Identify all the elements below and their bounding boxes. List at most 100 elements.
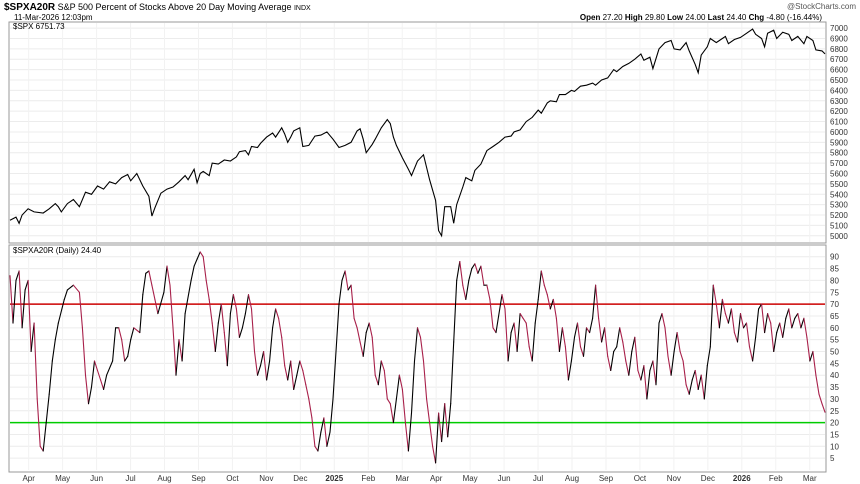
oscillator-segment (435, 412, 440, 464)
oscillator-tick-label: 45 (830, 359, 839, 368)
oscillator-segment (610, 350, 615, 372)
oscillator-segment (93, 360, 99, 372)
oscillator-segment (444, 403, 449, 438)
oscillator-tick-label: 90 (830, 253, 839, 262)
oscillator-segment (380, 360, 385, 372)
oscillator-segment (341, 270, 346, 281)
oscillator-segment (404, 422, 409, 452)
low-value: 24.00 (685, 13, 706, 22)
oscillator-segment (166, 265, 171, 286)
oscillator-segment (344, 270, 349, 291)
oscillator-segment (598, 317, 603, 343)
oscillator-segment (169, 284, 174, 329)
price-tick-label: 5300 (830, 201, 848, 210)
chg-value: -4.80 (-16.44%) (766, 13, 822, 22)
oscillator-segment (193, 258, 198, 267)
oscillator-segment (812, 350, 817, 376)
oscillator-segment (202, 256, 207, 281)
oscillator-segment (646, 369, 651, 400)
oscillator-tick-label: 40 (830, 371, 839, 380)
oscillator-segment (564, 346, 569, 381)
price-grid (10, 23, 825, 242)
x-tick-label: Oct (226, 474, 239, 483)
oscillator-segment (284, 365, 289, 381)
price-tick-label: 6900 (830, 34, 848, 43)
oscillator-segment (513, 322, 518, 353)
oscillator-segment (54, 322, 59, 341)
oscillator-segment (474, 263, 479, 274)
oscillator-segment (604, 327, 609, 357)
x-tick-label: Jun (90, 474, 103, 483)
oscillator-segment (51, 339, 56, 362)
oscillator-segment (718, 298, 723, 329)
oscillator-segment (181, 313, 186, 362)
price-tick-label: 5500 (830, 180, 848, 189)
x-tick-label: Nov (667, 474, 681, 483)
oscillator-segment (613, 346, 618, 353)
oscillator-tick-label: 75 (830, 288, 839, 297)
oscillator-tick-label: 15 (830, 430, 839, 439)
high-label: High (624, 13, 643, 22)
oscillator-segment (103, 374, 108, 390)
open-label: Open (579, 13, 601, 22)
oscillator-segment (275, 308, 280, 319)
oscillator-segment (709, 284, 714, 348)
oscillator-segment (96, 369, 102, 381)
oscillator-segment (142, 272, 147, 296)
oscillator-segment (516, 313, 521, 353)
oscillator-segment (477, 265, 482, 274)
oscillator-segment (688, 379, 693, 395)
x-tick-label: Mar (803, 474, 817, 483)
x-tick-label: 2026 (733, 474, 751, 483)
oscillator-segment (106, 360, 114, 376)
watermark: @StockCharts.com (786, 2, 856, 11)
price-tick-label: 6200 (830, 107, 848, 116)
oscillator-segment (561, 327, 566, 348)
oscillator-series (9, 251, 826, 464)
oscillator-segment (498, 294, 503, 315)
oscillator-segment (335, 303, 340, 353)
price-tick-label: 5000 (830, 232, 848, 241)
oscillator-segment (250, 308, 256, 353)
x-tick-label: Sep (191, 474, 206, 483)
oscillator-segment (585, 327, 591, 334)
oscillator-segment (217, 303, 222, 324)
oscillator-segment (232, 294, 237, 310)
oscillator-segment (634, 336, 639, 372)
oscillator-segment (30, 322, 35, 353)
x-tick-label: Feb (361, 474, 375, 483)
oscillator-segment (552, 298, 557, 319)
oscillator-segment (785, 308, 790, 319)
oscillator-segment (764, 313, 769, 334)
chg-label: Chg (748, 13, 765, 22)
oscillator-segment (543, 284, 548, 296)
oscillator-segment (121, 339, 126, 362)
oscillator-segment (592, 284, 597, 319)
x-tick-label: Apr (22, 474, 35, 483)
oscillator-segment (730, 308, 735, 334)
oscillator-segment (211, 322, 216, 353)
oscillator-segment (63, 289, 68, 300)
oscillator-segment (269, 327, 274, 362)
oscillator-segment (495, 313, 500, 334)
oscillator-segment (779, 322, 784, 338)
low-label: Low (667, 13, 684, 22)
x-tick-label: Dec (701, 474, 715, 483)
x-tick-label: 2025 (325, 474, 343, 483)
oscillator-segment (755, 308, 760, 338)
oscillator-segment (637, 369, 642, 381)
oscillator-segment (573, 322, 579, 338)
x-tick-label: Dec (293, 474, 307, 483)
oscillator-segment (706, 346, 711, 367)
oscillator-tick-label: 20 (830, 419, 839, 428)
oscillator-segment (66, 284, 74, 291)
oscillator-segment (818, 393, 823, 405)
oscillator-segment (199, 251, 204, 258)
oscillator-segment (761, 303, 766, 334)
oscillator-segment (782, 317, 787, 338)
oscillator-segment (558, 327, 563, 353)
oscillator-segment (489, 298, 494, 329)
oscillator-segment (78, 291, 83, 329)
oscillator-segment (519, 313, 524, 319)
